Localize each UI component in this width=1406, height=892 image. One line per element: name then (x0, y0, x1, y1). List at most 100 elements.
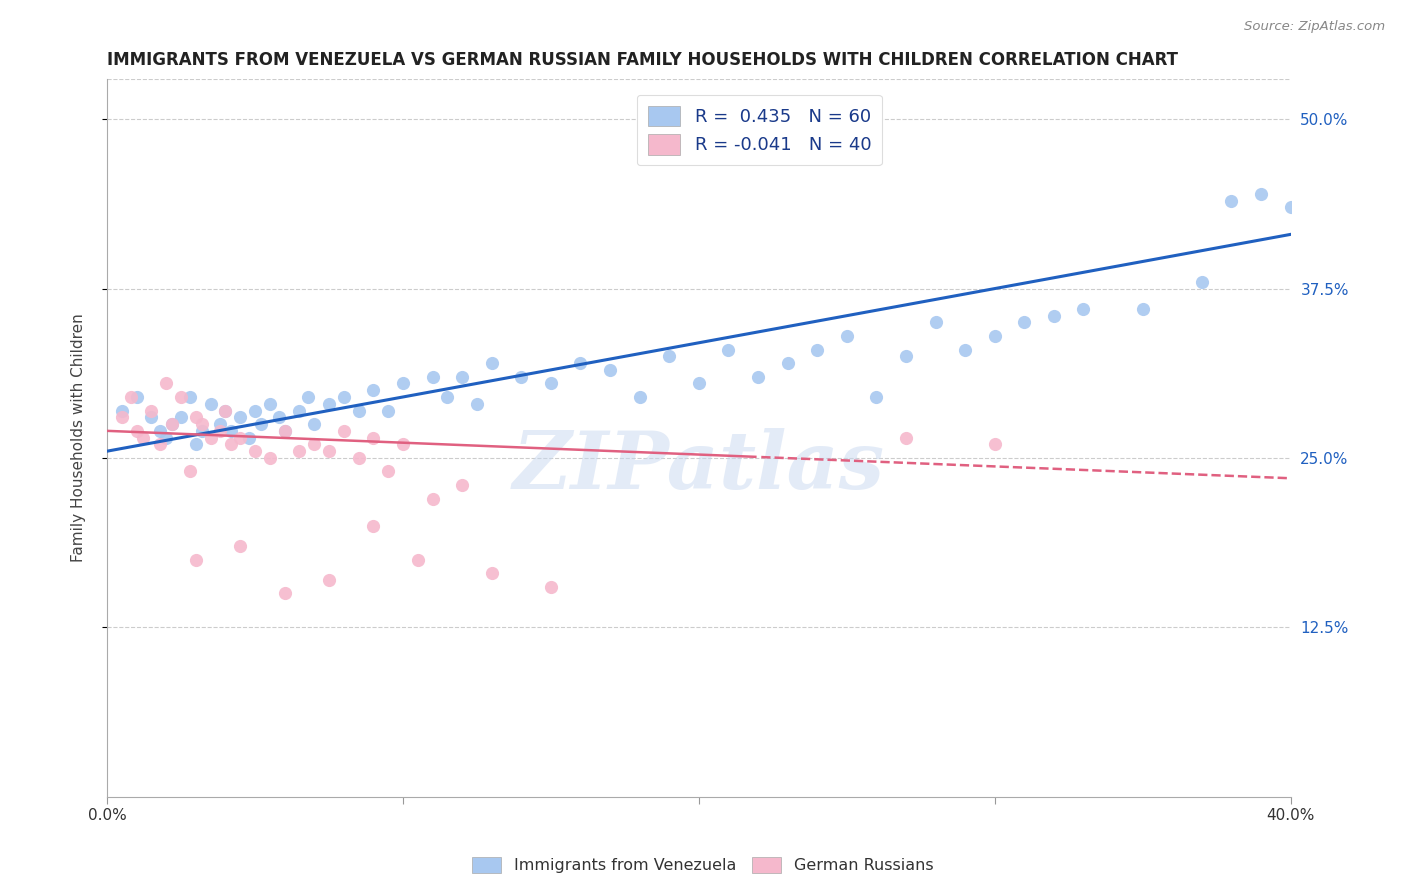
Point (160, 417, 183, 431)
Point (288, 444, 311, 458)
Point (318, 444, 340, 458)
Point (208, 424, 231, 438)
Point (200, 431, 222, 445)
Point (179, 465, 201, 479)
Y-axis label: Family Households with Children: Family Households with Children (72, 313, 86, 562)
Point (131, 431, 153, 445)
Point (658, 349, 681, 363)
Point (481, 566, 503, 581)
Point (481, 356, 503, 370)
Point (141, 410, 163, 425)
Point (243, 444, 266, 458)
Point (160, 417, 183, 431)
Point (302, 417, 325, 431)
Text: ZIPatlas: ZIPatlas (513, 427, 884, 505)
Point (540, 580, 562, 594)
Point (406, 552, 429, 566)
Point (894, 349, 917, 363)
Point (1014, 315, 1036, 329)
Point (1132, 301, 1154, 316)
Legend: Immigrants from Venezuela, German Russians: Immigrants from Venezuela, German Russia… (467, 850, 939, 880)
Point (214, 403, 236, 417)
Point (141, 403, 163, 417)
Point (333, 390, 356, 404)
Point (238, 431, 260, 445)
Text: IMMIGRANTS FROM VENEZUELA VS GERMAN RUSSIAN FAMILY HOUSEHOLDS WITH CHILDREN CORR: IMMIGRANTS FROM VENEZUELA VS GERMAN RUSS… (107, 51, 1178, 69)
Point (363, 383, 385, 397)
Point (953, 343, 976, 357)
Point (392, 437, 415, 451)
Point (865, 390, 887, 404)
Point (259, 397, 281, 411)
Point (377, 403, 399, 417)
Point (894, 431, 917, 445)
Point (510, 369, 533, 384)
Point (149, 437, 172, 451)
Point (599, 363, 621, 377)
Point (111, 410, 134, 425)
Point (190, 424, 212, 438)
Point (125, 390, 148, 404)
Point (179, 390, 201, 404)
Point (221, 437, 243, 451)
Point (229, 431, 252, 445)
Point (155, 431, 177, 445)
Point (184, 410, 207, 425)
Point (422, 491, 444, 506)
Point (983, 437, 1005, 451)
Point (1279, 200, 1302, 214)
Point (333, 424, 356, 438)
Point (377, 465, 399, 479)
Point (229, 410, 252, 425)
Point (688, 376, 710, 391)
Point (111, 403, 134, 417)
Point (273, 424, 295, 438)
Point (170, 410, 193, 425)
Point (288, 403, 311, 417)
Point (1191, 275, 1213, 289)
Point (302, 437, 325, 451)
Point (1220, 194, 1243, 208)
Point (318, 573, 340, 587)
Point (190, 417, 212, 431)
Point (451, 369, 474, 384)
Point (243, 403, 266, 417)
Point (806, 343, 828, 357)
Point (1043, 309, 1066, 323)
Point (297, 390, 319, 404)
Point (983, 329, 1005, 343)
Point (200, 397, 222, 411)
Point (347, 403, 370, 417)
Point (717, 343, 740, 357)
Point (184, 552, 207, 566)
Point (273, 424, 295, 438)
Point (628, 390, 651, 404)
Point (924, 315, 946, 329)
Point (363, 518, 385, 533)
Point (273, 586, 295, 600)
Point (540, 376, 562, 391)
Point (1250, 186, 1272, 201)
Point (120, 390, 142, 404)
Point (208, 417, 231, 431)
Point (250, 417, 273, 431)
Point (259, 450, 281, 465)
Point (318, 397, 340, 411)
Point (214, 403, 236, 417)
Point (221, 424, 243, 438)
Text: Source: ZipAtlas.com: Source: ZipAtlas.com (1244, 20, 1385, 33)
Point (465, 397, 488, 411)
Point (451, 478, 474, 492)
Point (835, 329, 858, 343)
Point (125, 424, 148, 438)
Point (267, 410, 290, 425)
Point (170, 390, 193, 404)
Point (149, 424, 172, 438)
Legend: R =  0.435   N = 60, R = -0.041   N = 40: R = 0.435 N = 60, R = -0.041 N = 40 (637, 95, 882, 165)
Point (776, 356, 799, 370)
Point (155, 376, 177, 391)
Point (747, 369, 769, 384)
Point (184, 437, 207, 451)
Point (1073, 301, 1095, 316)
Point (363, 431, 385, 445)
